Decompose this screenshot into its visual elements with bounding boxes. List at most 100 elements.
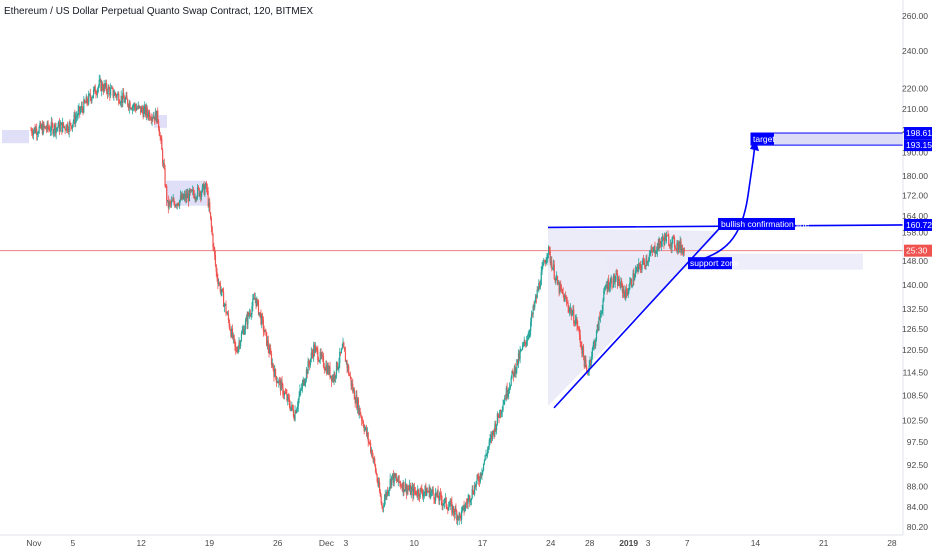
candle-body <box>62 122 65 127</box>
candle-body <box>318 360 320 362</box>
candle <box>557 279 559 285</box>
candle-body <box>130 108 132 110</box>
candle-body <box>144 105 147 116</box>
time-tick-label: 10 <box>409 538 419 548</box>
candle <box>153 111 155 119</box>
candle-body <box>136 108 139 110</box>
candle-body <box>614 279 616 283</box>
candle-body <box>378 482 380 486</box>
candle-body <box>83 99 85 113</box>
candle-body <box>169 201 171 203</box>
candle <box>121 95 123 108</box>
candle <box>459 512 461 519</box>
candle-body <box>404 483 407 490</box>
candle-body <box>156 110 158 123</box>
candle <box>72 119 74 128</box>
candle <box>153 116 156 125</box>
candle-body <box>64 126 66 130</box>
candle-body <box>471 489 473 498</box>
candle <box>71 124 74 132</box>
candle <box>176 202 178 210</box>
candle-body <box>366 432 368 435</box>
candle-body <box>128 102 130 109</box>
candle <box>607 278 609 293</box>
consolidation-box <box>2 129 29 144</box>
candle <box>230 329 232 339</box>
candle-body <box>625 288 628 293</box>
candle <box>322 352 325 369</box>
candle <box>337 366 339 371</box>
candle-body <box>254 298 256 300</box>
candle-body <box>47 122 49 129</box>
candle-body <box>58 122 60 128</box>
candle <box>428 484 430 498</box>
candle-body <box>459 512 461 516</box>
candle-body <box>676 243 678 249</box>
candle-body <box>175 205 177 207</box>
candle-body <box>283 394 285 396</box>
candle-body <box>361 420 364 422</box>
candle-body <box>369 442 371 444</box>
candle <box>116 93 118 101</box>
candle <box>681 244 683 255</box>
candle-body <box>548 246 550 252</box>
candle-body <box>507 393 509 396</box>
candle <box>479 471 481 484</box>
candle <box>47 120 49 133</box>
candle <box>108 84 110 90</box>
candle <box>279 377 282 396</box>
candle-body <box>104 84 106 88</box>
candle <box>140 105 143 113</box>
candle-body <box>543 260 546 263</box>
candle <box>460 515 462 522</box>
candle <box>202 183 204 190</box>
candle <box>440 491 442 506</box>
candle-body <box>218 283 220 284</box>
candle <box>599 310 602 323</box>
candle-body <box>465 503 467 509</box>
candle-body <box>495 423 497 431</box>
candle <box>231 326 233 338</box>
candle-body <box>347 365 349 368</box>
candle-body <box>515 369 517 375</box>
time-tick-label: 14 <box>751 538 761 548</box>
candle <box>361 416 364 424</box>
candle-body <box>38 126 40 134</box>
candle <box>175 204 177 208</box>
bullish-line-badge-bg <box>904 218 932 231</box>
candle-body <box>217 278 219 284</box>
candle <box>487 446 489 458</box>
candle-body <box>65 129 67 131</box>
candle <box>284 388 286 394</box>
candle <box>668 233 670 247</box>
candle-body <box>482 463 485 471</box>
candle <box>665 231 667 244</box>
candle <box>477 473 479 480</box>
candle <box>547 253 549 263</box>
candle-body <box>101 83 104 90</box>
candle <box>555 275 557 286</box>
candle <box>352 378 354 394</box>
candle <box>282 383 284 398</box>
candle-body <box>89 93 91 98</box>
candle-body <box>301 382 303 389</box>
candle-body <box>68 122 70 132</box>
candle <box>213 242 215 252</box>
candle <box>481 467 483 481</box>
candle <box>597 321 599 332</box>
candle <box>309 358 312 368</box>
candle <box>683 247 685 256</box>
candle-body <box>143 108 145 117</box>
candle-body <box>363 426 365 431</box>
candle <box>655 250 657 257</box>
candle <box>40 123 43 131</box>
candle <box>598 316 600 331</box>
candle <box>356 389 358 411</box>
candle <box>634 273 636 281</box>
candle <box>311 348 313 359</box>
candle <box>560 284 563 294</box>
candle-body <box>264 329 266 332</box>
